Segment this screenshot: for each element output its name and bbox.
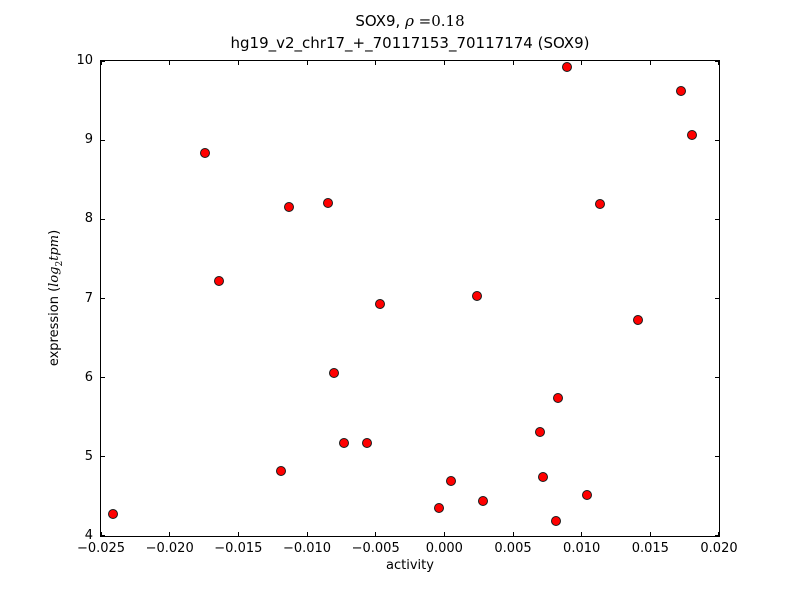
x-tick-mark (375, 532, 377, 536)
x-tick-label: 0.020 (700, 541, 738, 556)
scatter-point (538, 472, 549, 483)
scatter-point (329, 367, 340, 378)
scatter-point (632, 314, 643, 325)
scatter-point (374, 299, 385, 310)
y-tick-label: 9 (84, 132, 93, 148)
scatter-point (200, 147, 211, 158)
x-tick-mark (101, 61, 102, 65)
y-tick-mark (715, 218, 719, 220)
y-tick-mark (715, 298, 719, 299)
scatter-point (472, 291, 483, 302)
scatter-point (550, 515, 561, 526)
x-tick-label: 0.005 (494, 541, 532, 556)
scatter-point (214, 276, 225, 287)
y-tick-mark (101, 535, 105, 536)
y-axis-label-tpm: tpm (47, 234, 63, 261)
scatter-point (582, 489, 593, 500)
scatter-point (362, 437, 373, 448)
x-tick-mark (237, 61, 239, 65)
scatter-point (477, 496, 488, 507)
y-tick-label: 10 (76, 53, 93, 68)
x-tick-label: 0.000 (425, 541, 463, 556)
y-tick-mark (101, 139, 105, 141)
y-tick-mark (715, 61, 719, 62)
y-tick-mark (101, 218, 105, 220)
y-tick-label: 8 (84, 211, 93, 227)
x-tick-mark (237, 532, 239, 536)
scatter-point (339, 438, 350, 449)
x-tick-label: −0.020 (145, 541, 194, 556)
x-tick-mark (512, 61, 514, 65)
x-tick-mark (306, 61, 308, 65)
x-tick-mark (581, 532, 583, 536)
y-tick-label: 4 (84, 528, 93, 543)
x-tick-mark (581, 61, 583, 65)
scatter-point (535, 426, 546, 437)
y-tick-mark (715, 139, 719, 141)
scatter-point (675, 86, 686, 97)
y-tick-mark (715, 456, 719, 458)
x-axis-label: activity (386, 558, 434, 573)
x-tick-mark (306, 532, 308, 536)
rho-symbol: ρ (405, 12, 414, 30)
x-tick-mark (649, 61, 651, 65)
y-tick-mark (715, 535, 719, 536)
rho-value: =0.18 (413, 12, 465, 30)
y-tick-label: 6 (84, 369, 93, 385)
y-tick-mark (715, 377, 719, 379)
x-tick-mark (169, 532, 171, 536)
x-tick-label: 0.010 (563, 541, 601, 556)
y-axis-label-suffix: ) (47, 229, 63, 235)
y-tick-mark (101, 298, 105, 299)
y-tick-mark (101, 456, 105, 458)
scatter-point (561, 62, 572, 73)
y-tick-label: 7 (84, 290, 93, 306)
x-tick-label: −0.025 (76, 541, 126, 556)
y-axis-label-log: log (47, 266, 63, 287)
plot-area (100, 60, 720, 537)
chart-title-gene: SOX9, (355, 12, 406, 30)
x-tick-mark (443, 61, 445, 65)
x-tick-label: −0.015 (214, 541, 263, 556)
chart-subtitle: hg19_v2_chr17_+_70117153_70117174 (SOX9) (230, 34, 590, 52)
x-tick-mark (718, 61, 719, 65)
x-tick-mark (101, 532, 102, 536)
x-tick-label: −0.005 (351, 541, 400, 556)
y-tick-mark (101, 377, 105, 379)
x-tick-label: 0.015 (631, 541, 669, 556)
y-axis-label-sub: 2 (54, 260, 65, 267)
x-tick-mark (512, 532, 514, 536)
x-tick-mark (649, 532, 651, 536)
scatter-point (433, 503, 444, 514)
scatter-point (108, 508, 119, 519)
y-tick-label: 5 (84, 448, 93, 464)
scatter-point (686, 130, 697, 141)
x-tick-mark (718, 532, 719, 536)
chart-title: SOX9, ρ =0.18 (100, 12, 720, 30)
scatter-point (322, 197, 333, 208)
scatter-point (275, 466, 286, 477)
scatter-point (594, 198, 605, 209)
x-tick-label: −0.010 (282, 541, 332, 556)
x-tick-mark (375, 61, 377, 65)
x-tick-mark (169, 61, 171, 65)
y-tick-mark (101, 61, 105, 62)
scatter-point (284, 202, 295, 213)
scatter-point (446, 475, 457, 486)
scatter-point (553, 393, 564, 404)
x-tick-mark (443, 532, 445, 536)
